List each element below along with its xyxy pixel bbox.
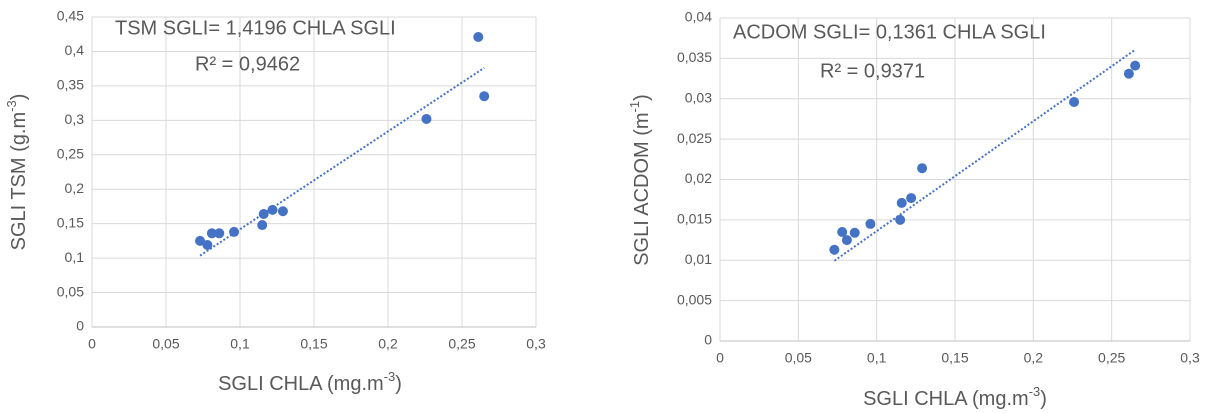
x-axis-title-end: ): [1040, 388, 1047, 410]
data-point: [1069, 96, 1080, 107]
y-tick-label: 0,3: [65, 111, 85, 127]
y-tick-label: 0,45: [57, 8, 84, 24]
data-point: [837, 226, 848, 237]
y-tick-label: 0: [704, 332, 712, 348]
y-tick-label: 0,04: [685, 9, 712, 25]
y-tick-label: 0,035: [677, 49, 712, 65]
x-axis-title-text: SGLI CHLA (mg.m: [218, 373, 384, 395]
x-tick-label: 0,15: [941, 350, 968, 366]
data-point: [473, 31, 484, 42]
x-tick-label: 0,1: [867, 350, 887, 366]
x-axis-title-sup: -3: [384, 369, 396, 384]
x-axis-title-sup: -3: [1029, 384, 1041, 399]
y-axis-title-sup: -3: [4, 100, 19, 112]
y-axis-title: SGLI ACDOM (m-1): [627, 94, 653, 266]
y-axis-title-end: ): [631, 94, 653, 101]
y-tick-label: 0,2: [65, 180, 85, 196]
y-axis-title-sup: -1: [627, 101, 642, 113]
y-axis-title: SGLI TSM (g.m-3): [4, 94, 30, 251]
trend-equation: ACDOM SGLI= 0,1361 CHLA SGLI: [733, 21, 1046, 43]
x-tick-label: 0: [716, 350, 724, 366]
x-tick-label: 0: [88, 336, 96, 352]
x-axis-title: SGLI CHLA (mg.m-3): [863, 384, 1047, 410]
y-tick-label: 0,35: [57, 77, 84, 93]
trendline: [833, 48, 1136, 262]
y-axis-title-text: SGLI TSM (g.m: [8, 112, 30, 251]
x-tick-label: 0,05: [152, 336, 179, 352]
y-tick-label: 0,03: [685, 89, 712, 105]
data-point: [214, 228, 225, 239]
y-tick-label: 0,015: [677, 211, 712, 227]
data-point: [841, 235, 852, 246]
x-tick-label: 0,05: [785, 350, 812, 366]
data-point: [895, 214, 906, 225]
data-point: [829, 244, 840, 255]
y-tick-label: 0,15: [57, 214, 84, 230]
x-axis-title-text: SGLI CHLA (mg.m: [863, 388, 1029, 410]
y-axis-title-end: ): [8, 94, 30, 101]
x-tick-label: 0,3: [526, 336, 546, 352]
data-point: [865, 218, 876, 229]
trend-equation: TSM SGLI= 1,4196 CHLA SGLI: [115, 17, 396, 39]
x-axis-title: SGLI CHLA (mg.m-3): [218, 369, 402, 395]
y-tick-label: 0: [76, 318, 84, 334]
x-tick-label: 0,2: [1024, 350, 1044, 366]
x-tick-label: 0,15: [300, 336, 327, 352]
data-point: [1130, 60, 1141, 71]
y-tick-label: 0,25: [57, 145, 84, 161]
r-squared: R² = 0,9462: [195, 53, 300, 75]
data-point: [896, 197, 907, 208]
data-point: [267, 204, 278, 215]
x-tick-label: 0,2: [378, 336, 398, 352]
data-point: [195, 235, 206, 246]
y-tick-label: 0,005: [677, 291, 712, 307]
x-tick-label: 0,3: [1180, 350, 1200, 366]
y-tick-label: 0,02: [685, 170, 712, 186]
data-point: [849, 227, 860, 238]
x-tick-label: 0,25: [448, 336, 475, 352]
data-point: [906, 193, 917, 204]
data-point: [206, 228, 217, 239]
r-squared: R² = 0,9371: [820, 60, 925, 82]
y-tick-label: 0,4: [65, 42, 85, 58]
y-tick-label: 0,05: [57, 283, 84, 299]
y-axis-title-text: SGLI ACDOM (m: [631, 112, 653, 265]
y-tick-label: 0,1: [65, 249, 85, 265]
data-point: [917, 163, 928, 174]
trendline: [199, 67, 485, 257]
y-tick-label: 0,025: [677, 130, 712, 146]
data-point: [257, 220, 268, 231]
data-point: [202, 240, 213, 251]
data-point: [421, 113, 432, 124]
x-axis-title-end: ): [395, 373, 402, 395]
data-point: [277, 206, 288, 217]
data-point: [479, 91, 490, 102]
y-tick-label: 0,01: [685, 251, 712, 267]
data-point: [1123, 68, 1134, 79]
data-point: [229, 226, 240, 237]
x-tick-label: 0,25: [1098, 350, 1125, 366]
x-tick-label: 0,1: [230, 336, 250, 352]
data-point: [258, 209, 269, 220]
